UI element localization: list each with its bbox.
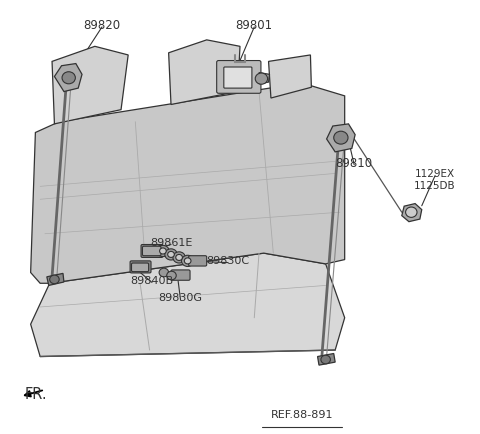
FancyBboxPatch shape (143, 247, 161, 256)
Text: REF.88-891: REF.88-891 (271, 409, 333, 419)
Text: 1125DB: 1125DB (414, 181, 456, 191)
Circle shape (406, 207, 417, 218)
Text: 1129EX: 1129EX (415, 169, 455, 179)
Polygon shape (47, 274, 64, 286)
Text: 89840B: 89840B (131, 276, 174, 286)
Polygon shape (52, 47, 128, 125)
Circle shape (255, 74, 267, 85)
Circle shape (49, 276, 59, 284)
Circle shape (184, 258, 191, 264)
FancyBboxPatch shape (132, 263, 149, 272)
FancyBboxPatch shape (171, 270, 190, 281)
Polygon shape (259, 73, 269, 85)
FancyBboxPatch shape (189, 256, 207, 266)
Circle shape (157, 246, 169, 257)
Text: 89810: 89810 (336, 157, 373, 170)
Text: 89830G: 89830G (158, 293, 203, 303)
FancyBboxPatch shape (216, 61, 261, 94)
Circle shape (159, 269, 168, 277)
Polygon shape (268, 56, 312, 99)
Circle shape (168, 252, 174, 258)
FancyBboxPatch shape (130, 261, 151, 273)
Polygon shape (31, 84, 345, 284)
Polygon shape (326, 125, 355, 152)
Circle shape (165, 249, 177, 260)
Polygon shape (31, 253, 345, 357)
Text: 89801: 89801 (236, 19, 273, 32)
Polygon shape (168, 41, 240, 105)
Text: FR.: FR. (25, 386, 48, 401)
Circle shape (176, 255, 182, 261)
Circle shape (159, 248, 166, 254)
Text: 89820: 89820 (84, 19, 120, 32)
Circle shape (334, 132, 348, 145)
Circle shape (181, 256, 194, 267)
Text: 89861E: 89861E (150, 238, 192, 248)
Circle shape (167, 272, 176, 280)
Polygon shape (54, 64, 82, 92)
FancyBboxPatch shape (224, 68, 252, 89)
Polygon shape (402, 204, 422, 222)
Circle shape (62, 72, 75, 85)
FancyBboxPatch shape (141, 245, 163, 258)
Polygon shape (318, 354, 335, 365)
Text: 89830C: 89830C (206, 256, 250, 266)
Circle shape (321, 355, 330, 364)
Circle shape (173, 252, 185, 263)
